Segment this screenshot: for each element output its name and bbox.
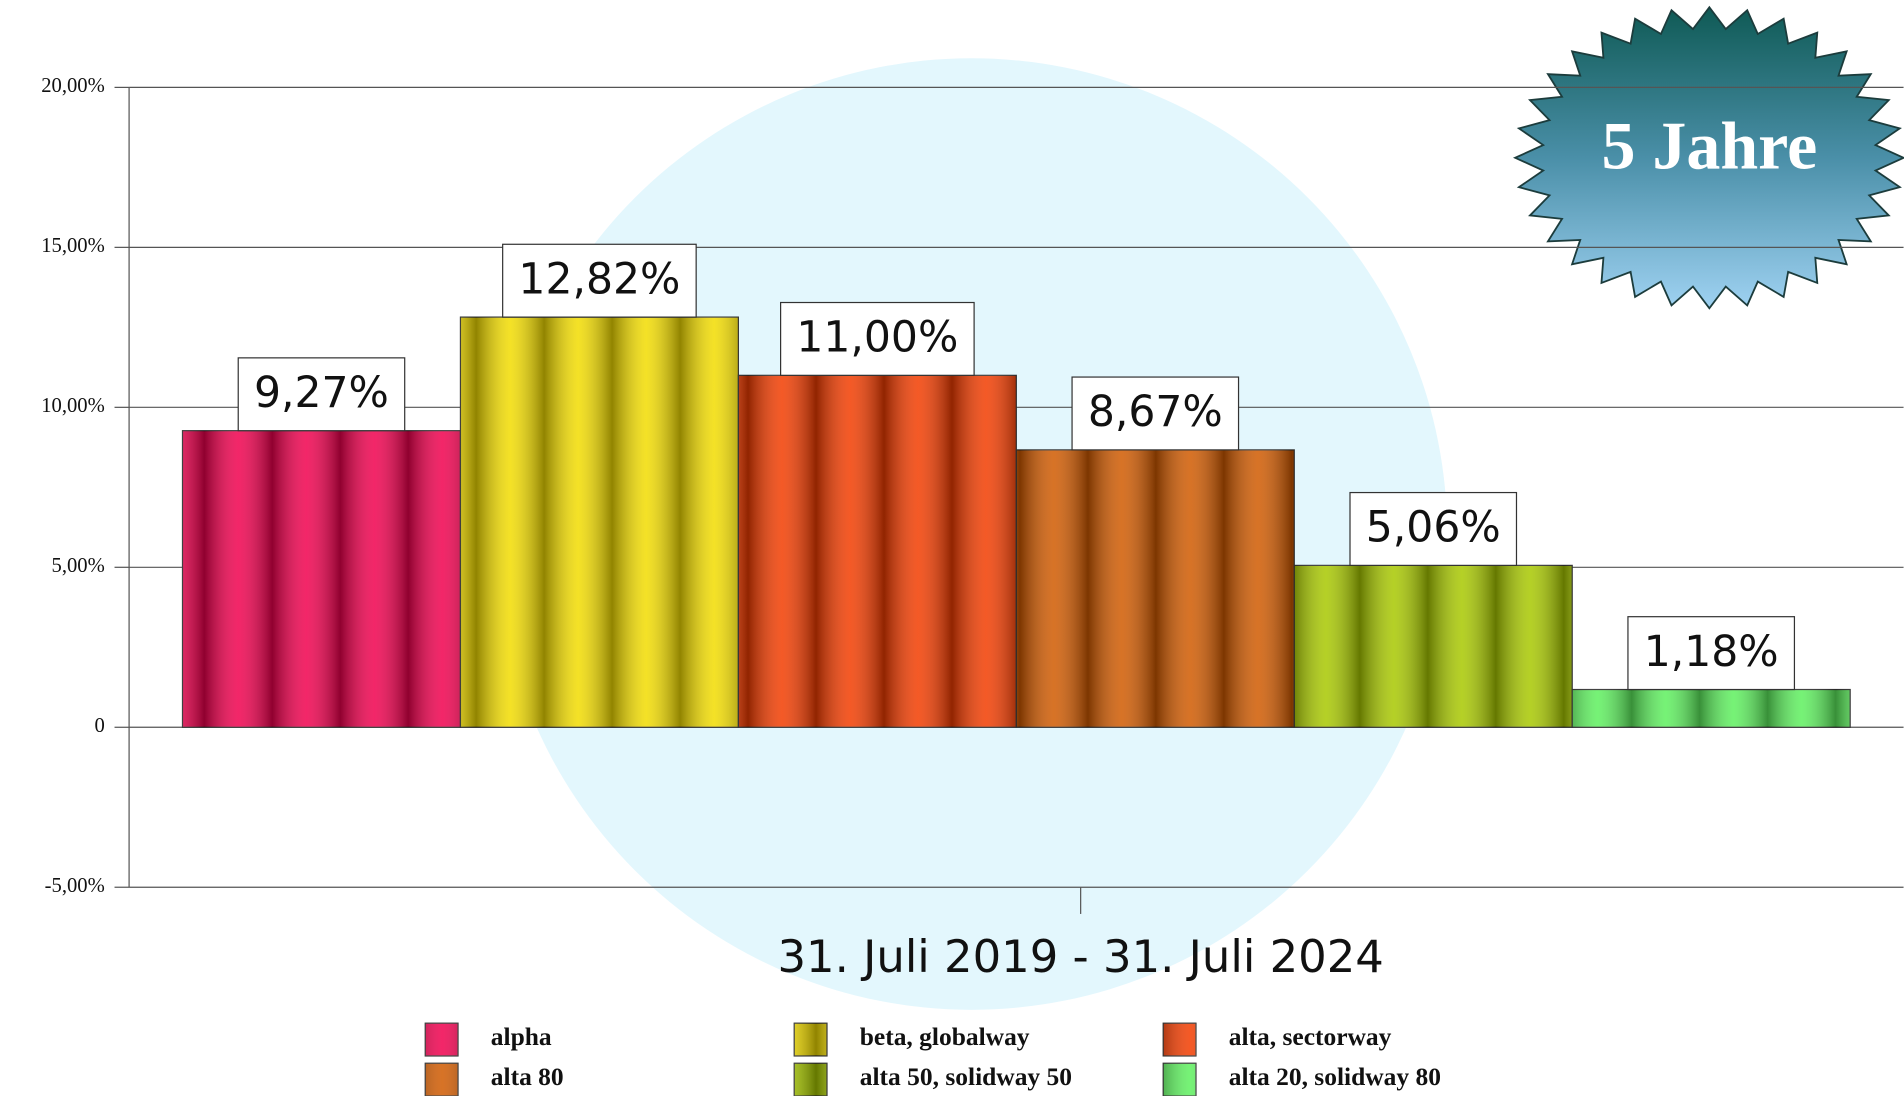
legend-swatch-shading [425, 1023, 459, 1056]
x-tick-label: 31. Juli 2019 - 31. Juli 2024 [777, 930, 1383, 983]
legend-swatch-shading [1163, 1023, 1196, 1056]
legend-swatch-shading [794, 1023, 827, 1056]
legend-swatch-shading [794, 1063, 827, 1096]
badge-text: 5 Jahre [1601, 108, 1817, 184]
y-tick-label: 15,00% [41, 235, 105, 257]
value-label: 1,18% [1644, 628, 1779, 677]
legend-label: alpha [491, 1022, 552, 1051]
legend-label: alta 50, solidway 50 [860, 1062, 1072, 1091]
value-label-box [1071, 376, 1240, 451]
y-tick-label: -5,00% [45, 875, 105, 897]
badge: 5 Jahre [1512, 5, 1904, 310]
value-label-box [1349, 491, 1518, 566]
legend-label: beta, globalway [860, 1022, 1030, 1051]
bar [737, 374, 1017, 728]
value-label: 12,82% [518, 255, 680, 304]
value-label-box [237, 357, 406, 432]
value-label: 9,27% [254, 369, 389, 418]
legend-swatch-shading [1163, 1063, 1196, 1096]
bar [1571, 688, 1851, 728]
y-tick-label: 5,00% [52, 555, 105, 577]
bar [181, 430, 462, 728]
bar [1293, 564, 1573, 728]
value-label: 5,06% [1366, 504, 1501, 553]
bar [459, 316, 739, 728]
value-label-box [780, 301, 975, 376]
legend-label: alta 20, solidway 80 [1229, 1062, 1441, 1091]
y-tick-label: 20,00% [41, 75, 105, 97]
bar [1015, 449, 1295, 728]
legend-label: alta 80 [491, 1062, 564, 1091]
y-tick-label: 0 [95, 715, 105, 737]
value-label: 8,67% [1088, 388, 1223, 437]
legend-label: alta, sectorway [1229, 1022, 1392, 1051]
legend-swatch-shading [425, 1063, 459, 1096]
value-label-box [1627, 616, 1796, 691]
value-label-box [502, 243, 697, 318]
badge-star [1512, 5, 1904, 310]
value-label: 11,00% [796, 314, 958, 363]
y-tick-label: 10,00% [41, 395, 105, 417]
